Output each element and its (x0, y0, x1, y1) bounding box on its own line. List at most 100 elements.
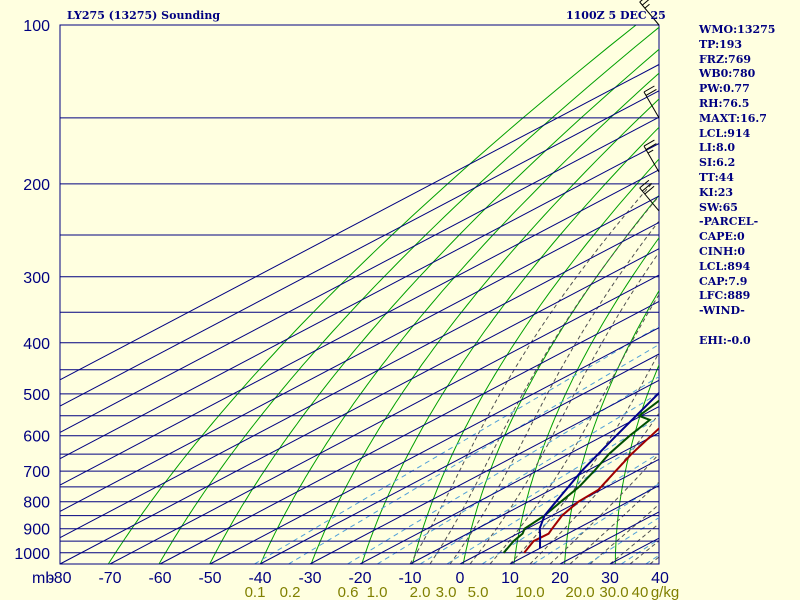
mixing-ratio-label: 1.0 (367, 584, 388, 600)
dry-adiabat-line (209, 48, 659, 564)
isotherm-line (409, 432, 660, 565)
wind-barb-flag (643, 85, 655, 93)
wind-barb-flag (643, 139, 655, 147)
temperature-tick-label: -60 (148, 570, 171, 587)
isotherm-line (59, 169, 660, 486)
wind-barb-flag (644, 3, 650, 9)
index-item: FRZ:769 (699, 52, 752, 66)
pressure-tick-label: 300 (23, 270, 50, 287)
isotherm-line (259, 353, 660, 565)
dry-adiabat-line (513, 236, 659, 564)
wind-barb (643, 139, 660, 173)
mixing-ratio-label: 5.0 (468, 584, 489, 600)
pressure-tick-label: 400 (23, 336, 50, 353)
moist-adiabat-line (429, 195, 659, 564)
index-item: TT:44 (699, 170, 734, 184)
mixing-ratio-label: 0.1 (245, 584, 266, 600)
mixing-ratio-label: 0.6 (338, 584, 359, 600)
mixing-ratio-label: 40 (632, 584, 649, 600)
index-item: EHI:-0.0 (699, 333, 751, 347)
moist-adiabat-line (469, 251, 659, 564)
temperature-tick-label: -50 (198, 570, 221, 587)
moist-adiabat-line (409, 183, 652, 564)
mixing-ratio-line (481, 452, 659, 564)
dry-adiabat-line (412, 158, 659, 564)
wind-barb-flag (641, 182, 652, 192)
index-item: LCL:914 (699, 126, 751, 140)
isotherm-line (309, 379, 660, 565)
moist-adiabat-line (569, 481, 659, 564)
index-item: SI:6.2 (699, 156, 736, 170)
temperature-tick-label: -30 (298, 570, 321, 587)
temperature-tick-label: -20 (348, 570, 371, 587)
dry-adiabat-line (614, 363, 659, 564)
temperature-tick-label: 0 (456, 570, 465, 587)
index-item (699, 319, 775, 334)
mixing-ratio-label: 20.0 (565, 584, 594, 600)
moist-adiabat-line (589, 503, 659, 564)
pressure-tick-label: 800 (23, 495, 50, 512)
isotherm-line (59, 143, 660, 460)
moist-adiabat-line (609, 522, 659, 564)
pressure-unit-label: mb (32, 570, 54, 587)
index-item: RH:76.5 (699, 96, 750, 110)
temperature-tick-label: 10 (501, 570, 519, 587)
mixing-ratio-label: 0.2 (280, 584, 301, 600)
wind-barb-flag (644, 185, 655, 195)
wind-barb (639, 0, 660, 26)
mixing-ratio-label: 10.0 (515, 584, 544, 600)
temperature-tick-label: -40 (248, 570, 271, 587)
mixing-ratio-line (377, 392, 659, 564)
stability-indices-list: WMO:13275 TP:193 FRZ:769 WB0:780 PW:0.77 RH:7… (699, 23, 775, 349)
pressure-tick-label: 700 (23, 464, 50, 481)
wind-barb-flag (639, 179, 650, 189)
wind-barb-flag (639, 0, 643, 3)
mixing-ratio-line (254, 325, 659, 564)
mixing-ratio-line (288, 343, 659, 564)
isotherm-line (209, 327, 660, 565)
isotherm-line (59, 248, 660, 565)
isotherm-line (609, 537, 660, 565)
index-item: CAPE:0 (699, 230, 745, 244)
sounding-title: LY275 (13275) Sounding (67, 9, 221, 22)
mixing-ratio-line (446, 432, 659, 564)
index-item: WB0:780 (699, 67, 756, 81)
isotherm-line (59, 221, 660, 539)
isotherm-line (459, 458, 660, 565)
wind-barb-staff (639, 1, 660, 26)
index-item: LFC:889 (699, 289, 751, 303)
mixing-ratio-label: 30.0 (599, 584, 628, 600)
index-item: LCL:894 (699, 259, 751, 273)
isotherm-line (109, 274, 660, 565)
wind-barb-staff (643, 145, 660, 173)
temperature-tick-label: 40 (651, 570, 669, 587)
isotherm-line (359, 406, 660, 565)
isotherm-line (509, 485, 660, 565)
temperature-profile-line (523, 427, 659, 554)
mixing-ratio-label: g/kg (651, 584, 679, 600)
dry-adiabat-line (361, 126, 659, 564)
plot-frame (59, 24, 660, 565)
index-item: WMO:13275 (699, 23, 776, 36)
pressure-tick-label: 200 (23, 177, 50, 194)
index-item: KI:23 (699, 185, 734, 199)
temperature-tick-label: -80 (48, 570, 71, 587)
wind-barb-flag (645, 143, 657, 151)
wind-barb-flag (645, 88, 657, 96)
mixing-ratio-label: 3.0 (436, 584, 457, 600)
temperature-tick-label: -10 (398, 570, 421, 587)
mixing-ratio-label: 2.0 (410, 584, 431, 600)
wind-barb-flag (647, 149, 654, 154)
wind-barb-staff (643, 91, 660, 119)
wind-barb-staff (639, 187, 660, 212)
temperature-tick-label: 30 (601, 570, 619, 587)
index-item: MAXT:16.7 (699, 111, 767, 125)
index-item: CAP:7.9 (699, 274, 748, 288)
sounding-datetime: 1100Z 5 DEC 25 (566, 9, 666, 22)
pressure-tick-label: 600 (23, 429, 50, 446)
isotherm-line (59, 195, 660, 512)
isotherm-line (59, 90, 660, 407)
mixing-ratio-line (419, 416, 659, 564)
wind-barb (639, 179, 660, 212)
